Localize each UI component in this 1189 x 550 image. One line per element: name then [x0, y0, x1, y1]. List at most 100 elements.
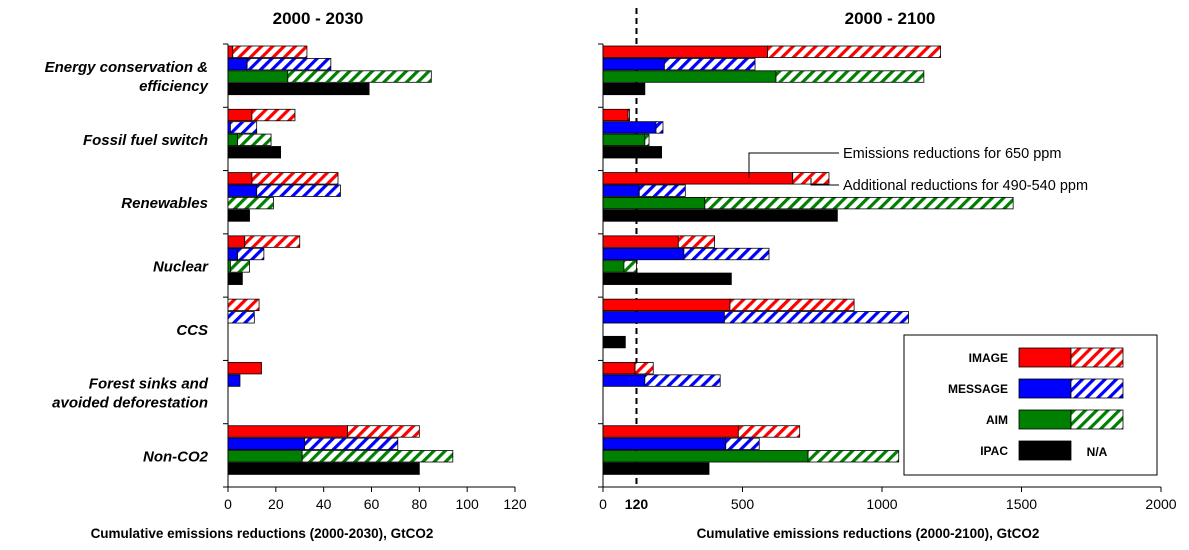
bar-image-renewables-base [227, 172, 253, 185]
x-axis-label-2000-2100: Cumulative emissions reductions (2000-21… [697, 526, 1040, 541]
legend-label-ipac: IPAC [980, 444, 1008, 458]
annotation-650ppm-leader [748, 152, 839, 178]
category-label-forest-sinks-and-avoided-deforestation: avoided deforestation [52, 395, 208, 412]
bar-ipac-nuclear-base [227, 272, 243, 285]
bar-aim-non-co2-base [602, 450, 809, 463]
legend-label-aim: AIM [986, 413, 1008, 427]
bar-message-renewables-additional [638, 184, 686, 197]
bar-aim-fossil-fuel-switch-base [227, 133, 238, 146]
bar-message-renewables-base [227, 184, 258, 197]
bar-aim-nuclear-additional [623, 260, 637, 273]
bar-image-fossil-fuel-switch-additional [627, 108, 630, 122]
category-label-forest-sinks-and-avoided-deforestation: Forest sinks and [89, 376, 209, 393]
bar-image-nuclear-base [227, 235, 246, 248]
bar-aim-energy-conservation-efficiency-additional [775, 70, 925, 83]
x-tick-label: 0 [599, 496, 607, 512]
bar-image-renewables-additional [251, 172, 339, 185]
bar-ipac-renewables-base [227, 209, 250, 222]
bar-message-non-co2-base [227, 437, 305, 451]
legend-swatch-image-hatched [1070, 347, 1124, 368]
bar-aim-energy-conservation-efficiency-base [602, 70, 777, 83]
reference-line-label: 120 [625, 496, 649, 512]
x-tick-label: 2000 [1145, 496, 1176, 512]
annotations: Emissions reductions for 650 ppm Additio… [748, 146, 1088, 194]
bar-ipac-non-co2-base [227, 462, 420, 475]
x-tick-label: 80 [412, 496, 428, 512]
bar-message-nuclear-base [602, 247, 685, 261]
bar-aim-renewables-base [602, 196, 706, 210]
bar-image-fossil-fuel-switch-additional [251, 108, 296, 122]
bar-aim-non-co2-additional [807, 450, 900, 463]
bar-image-forest-sinks-and-avoided-deforestation-base [227, 362, 262, 375]
bar-image-forest-sinks-and-avoided-deforestation-additional [634, 362, 654, 375]
bar-image-ccs-additional [729, 298, 855, 312]
bar-message-fossil-fuel-switch-additional [229, 121, 258, 134]
x-tick-label: 40 [316, 496, 332, 512]
bar-aim-fossil-fuel-switch-additional [237, 133, 272, 146]
legend-swatch-aim-hatched [1070, 409, 1124, 430]
bar-message-renewables-base [602, 184, 640, 197]
bar-aim-fossil-fuel-switch-additional [644, 133, 650, 146]
bar-aim-nuclear-base [602, 260, 625, 273]
bar-message-non-co2-additional [304, 437, 399, 451]
bar-image-fossil-fuel-switch-base [227, 108, 253, 122]
x-tick-label: 60 [364, 496, 380, 512]
bar-image-renewables-base [602, 172, 794, 185]
bar-message-nuclear-base [227, 247, 238, 261]
legend-swatch-image-solid [1018, 347, 1072, 368]
category-label-non-co2: Non-CO2 [143, 448, 209, 465]
bar-aim-fossil-fuel-switch-base [602, 133, 646, 146]
bar-message-ccs-base [602, 311, 725, 324]
bar-message-energy-conservation-efficiency-base [602, 58, 665, 71]
bar-message-ccs-additional [723, 311, 909, 324]
bar-image-ccs-additional [227, 298, 260, 312]
x-tick-label: 120 [503, 496, 527, 512]
bar-image-non-co2-additional [347, 425, 420, 438]
bar-message-non-co2-base [602, 437, 727, 451]
bar-image-energy-conservation-efficiency-additional [232, 45, 308, 58]
category-label-energy-conservation-efficiency: efficiency [139, 78, 209, 95]
bar-message-forest-sinks-and-avoided-deforestation-base [602, 374, 646, 387]
bar-ipac-fossil-fuel-switch-base [227, 146, 282, 159]
bar-message-non-co2-additional [725, 437, 760, 451]
bar-image-forest-sinks-and-avoided-deforestation-base [602, 362, 636, 375]
x-tick-label: 1500 [1006, 496, 1037, 512]
bar-aim-renewables-additional [227, 196, 274, 210]
legend-label-image: IMAGE [969, 351, 1008, 365]
legend-swatch-aim-solid [1018, 409, 1072, 430]
bar-aim-energy-conservation-efficiency-base [227, 70, 289, 83]
bar-aim-energy-conservation-efficiency-additional [287, 70, 432, 83]
bar-aim-nuclear-additional [229, 260, 250, 273]
bar-image-non-co2-base [227, 425, 348, 438]
bar-image-non-co2-base [602, 425, 739, 438]
bar-ipac-fossil-fuel-switch-base [602, 146, 662, 159]
bar-image-nuclear-additional [244, 235, 301, 248]
bar-message-energy-conservation-efficiency-base [227, 58, 248, 71]
x-tick-label: 0 [224, 496, 232, 512]
category-label-fossil-fuel-switch: Fossil fuel switch [83, 132, 208, 149]
category-label-ccs: CCS [176, 322, 208, 339]
panel-2000-2100: 0 500 1000 1500 2000 120 [598, 8, 1177, 512]
legend-swatch-message-solid [1018, 378, 1072, 399]
bar-message-ccs-additional [227, 311, 255, 324]
bar-message-fossil-fuel-switch-base [602, 121, 657, 134]
panel-title-2000-2100: 2000 - 2100 [845, 9, 936, 28]
x-tick-label: 20 [268, 496, 284, 512]
annotation-490-540ppm-leader [810, 178, 839, 186]
bar-image-nuclear-additional [677, 235, 716, 248]
bar-message-forest-sinks-and-avoided-deforestation-additional [644, 374, 721, 387]
bar-ipac-nuclear-base [602, 272, 732, 285]
bar-image-nuclear-base [602, 235, 679, 248]
legend-swatch-ipac-solid [1018, 440, 1072, 461]
bar-message-forest-sinks-and-avoided-deforestation-base [227, 374, 241, 387]
bar-ipac-non-co2-base [602, 462, 710, 475]
bar-image-non-co2-additional [737, 425, 801, 438]
legend-ipac-note: N/A [1087, 445, 1108, 459]
bar-image-energy-conservation-efficiency-additional [767, 45, 941, 58]
x-axis-label-2000-2030: Cumulative emissions reductions (2000-20… [91, 526, 434, 541]
category-label-renewables: Renewables [121, 195, 208, 212]
bar-image-energy-conservation-efficiency-base [602, 45, 769, 58]
bar-ipac-energy-conservation-efficiency-base [227, 82, 370, 96]
x-tick-label: 1000 [866, 496, 897, 512]
